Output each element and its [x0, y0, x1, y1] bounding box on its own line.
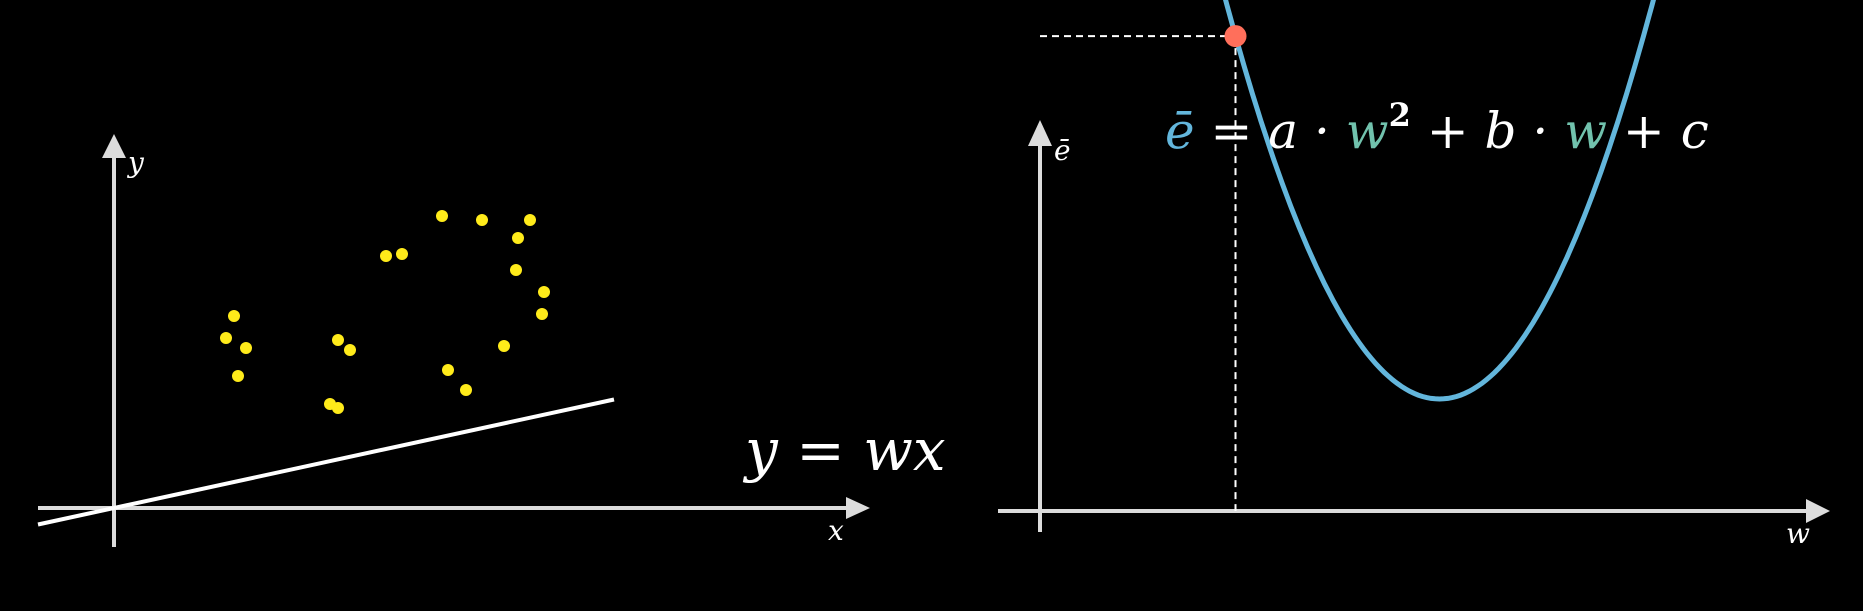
left-y-axis-arrow: [102, 134, 126, 158]
equation-power: 2: [1389, 96, 1411, 134]
data-point: [460, 384, 472, 396]
equation-eq: = a ·: [1195, 102, 1346, 160]
data-point: [396, 248, 408, 260]
left-panel: x y y = wx: [38, 134, 946, 547]
current-point-marker: [1225, 25, 1247, 47]
data-point: [476, 214, 488, 226]
data-point: [332, 402, 344, 414]
data-point: [442, 364, 454, 376]
equation-mid: + b ·: [1411, 102, 1564, 160]
left-equation: y = wx: [742, 416, 946, 484]
data-point: [536, 308, 548, 320]
error-parabola: [1070, 0, 1818, 399]
data-point: [240, 342, 252, 354]
right-y-axis-arrow: [1028, 120, 1052, 146]
data-point: [232, 370, 244, 382]
data-point: [436, 210, 448, 222]
right-panel: w ē ē = a · w2 + b · w + c: [998, 0, 1830, 550]
equation-end: + c: [1607, 102, 1709, 160]
data-point: [380, 250, 392, 262]
left-x-axis-label: x: [828, 514, 844, 547]
data-point: [220, 332, 232, 344]
right-y-axis-label: ē: [1054, 134, 1071, 167]
data-point: [344, 344, 356, 356]
data-point: [538, 286, 550, 298]
right-x-axis-label: w: [1786, 517, 1810, 550]
data-point: [498, 340, 510, 352]
data-point: [512, 232, 524, 244]
data-point: [332, 334, 344, 346]
equation-w2: w: [1564, 102, 1607, 160]
fit-line: [38, 400, 614, 525]
equation-lhs: ē: [1165, 102, 1195, 160]
left-y-axis-label: y: [126, 146, 145, 179]
data-point: [228, 310, 240, 322]
left-x-axis-arrow: [846, 497, 870, 519]
scatter-points: [220, 210, 550, 414]
equation-w1: w: [1346, 102, 1389, 160]
data-point: [524, 214, 536, 226]
data-point: [510, 264, 522, 276]
right-equation: ē = a · w2 + b · w + c: [1165, 96, 1709, 160]
